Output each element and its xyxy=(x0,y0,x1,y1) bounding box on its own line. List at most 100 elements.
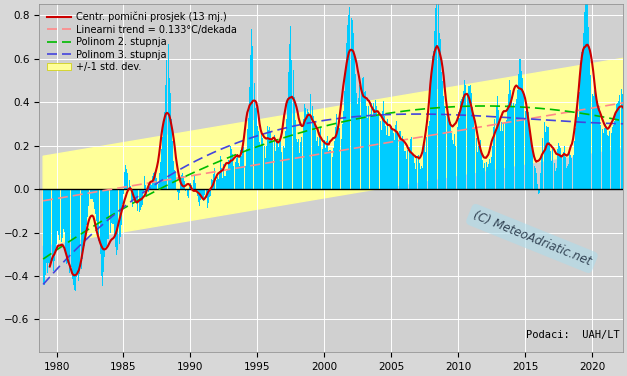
Bar xyxy=(489,159,490,189)
Bar xyxy=(565,157,566,189)
Bar xyxy=(94,189,95,209)
Bar xyxy=(227,169,228,189)
Bar xyxy=(551,161,552,189)
Bar xyxy=(531,141,532,189)
Bar xyxy=(512,106,514,189)
Bar xyxy=(102,189,103,286)
Bar xyxy=(315,130,316,189)
Bar xyxy=(472,107,473,189)
Bar xyxy=(86,189,87,225)
Bar xyxy=(596,96,597,189)
Bar xyxy=(519,59,520,189)
Bar xyxy=(532,149,534,189)
Bar xyxy=(239,166,240,189)
Bar xyxy=(190,183,191,189)
Bar xyxy=(393,133,394,189)
Bar xyxy=(530,135,531,189)
Bar xyxy=(500,131,501,189)
Bar xyxy=(67,189,68,263)
Bar xyxy=(421,166,422,189)
Bar xyxy=(547,127,548,189)
Bar xyxy=(261,132,262,189)
Bar xyxy=(111,189,112,223)
Bar xyxy=(556,168,557,189)
Bar xyxy=(63,189,64,229)
Bar xyxy=(376,106,377,189)
Bar xyxy=(155,171,156,189)
Bar xyxy=(525,104,527,189)
Bar xyxy=(167,44,169,189)
Bar xyxy=(509,80,510,189)
Bar xyxy=(114,189,115,235)
Bar xyxy=(153,173,154,189)
Bar xyxy=(326,141,327,189)
Bar xyxy=(383,102,384,189)
Bar xyxy=(387,120,388,189)
Bar xyxy=(465,85,466,189)
Bar xyxy=(501,122,502,189)
Bar xyxy=(460,100,461,189)
Bar xyxy=(161,149,162,189)
Bar xyxy=(597,100,598,189)
Bar xyxy=(510,90,511,189)
Bar xyxy=(240,150,241,189)
Bar xyxy=(269,127,270,189)
Bar xyxy=(307,109,308,189)
Bar xyxy=(204,189,206,195)
Bar xyxy=(203,189,204,201)
Bar xyxy=(614,121,615,189)
Bar xyxy=(313,116,314,189)
Bar xyxy=(83,189,84,249)
Bar xyxy=(488,164,489,189)
Bar xyxy=(569,151,570,189)
Bar xyxy=(401,141,402,189)
Bar xyxy=(412,153,413,189)
Bar xyxy=(373,103,374,189)
Bar xyxy=(347,25,348,189)
Bar xyxy=(524,91,525,189)
Bar xyxy=(91,189,92,199)
Bar xyxy=(122,189,123,205)
Bar xyxy=(187,189,189,198)
Bar xyxy=(607,135,608,189)
Bar xyxy=(485,162,487,189)
Bar xyxy=(626,115,627,189)
Bar xyxy=(562,152,564,189)
Bar xyxy=(123,189,124,194)
Bar xyxy=(124,171,125,189)
Bar xyxy=(319,132,320,189)
Bar xyxy=(260,146,261,189)
Bar xyxy=(463,91,464,189)
Bar xyxy=(611,127,613,189)
Bar xyxy=(443,96,444,189)
Bar xyxy=(297,142,298,189)
Bar xyxy=(290,26,292,189)
Bar xyxy=(435,8,436,189)
Bar xyxy=(587,0,588,189)
Bar xyxy=(149,186,150,189)
Bar xyxy=(299,153,300,189)
Bar xyxy=(499,121,500,189)
Bar xyxy=(353,33,354,189)
Bar xyxy=(404,151,405,189)
Bar xyxy=(243,147,245,189)
Bar xyxy=(405,150,406,189)
Bar xyxy=(234,162,236,189)
Bar xyxy=(231,149,232,189)
Bar xyxy=(214,168,216,189)
Bar xyxy=(441,73,442,189)
Bar xyxy=(147,189,149,192)
Bar xyxy=(300,143,302,189)
Bar xyxy=(325,148,326,189)
Bar xyxy=(329,150,330,189)
Bar xyxy=(508,94,509,189)
Bar xyxy=(478,146,479,189)
Bar xyxy=(249,87,250,189)
Bar xyxy=(303,105,305,189)
Bar xyxy=(131,189,132,201)
Bar xyxy=(305,108,306,189)
Bar xyxy=(58,189,60,235)
Bar xyxy=(160,162,161,189)
Bar xyxy=(616,105,617,189)
Bar xyxy=(295,120,296,189)
